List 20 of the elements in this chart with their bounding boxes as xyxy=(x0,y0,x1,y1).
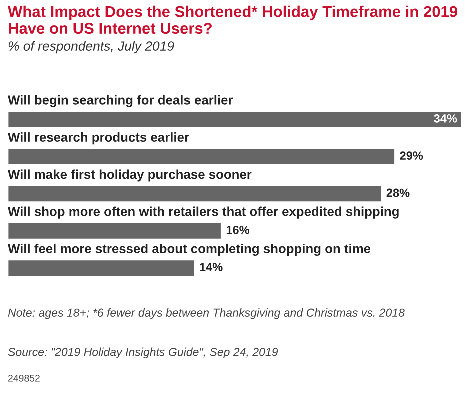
chart-title: What Impact Does the Shortened* Holiday Timeframe in 2019 Have on US Internet Users? xyxy=(8,6,458,34)
data-label: 14% xyxy=(200,263,223,272)
y-tick-label: Will shop more often with retailers that offer expedited shipping xyxy=(8,206,399,219)
bar xyxy=(8,222,222,240)
data-label: 29% xyxy=(400,152,424,160)
data-label: 16% xyxy=(226,226,250,234)
source-note: Source: "2019 Holiday Insights Guide", Sep 24, 2019 xyxy=(8,348,278,359)
bar xyxy=(8,259,196,278)
data-label: 34% xyxy=(434,114,458,123)
bar xyxy=(8,148,396,166)
chart-subtitle: % of respondents, July 2019 xyxy=(8,41,174,54)
data-label: 28% xyxy=(386,188,410,198)
y-tick-label: Will feel more stressed about completing shopping on time xyxy=(8,244,371,256)
bar xyxy=(8,110,462,129)
text: 249852 xyxy=(8,374,40,382)
text: Note: ages 18+; *6 fewer days between Thanksgiving and Christmas vs. 2018 xyxy=(8,308,405,320)
y-tick-label: Will begin searching for deals earlier xyxy=(8,95,234,108)
y-tick-label: Will research products earlier xyxy=(8,132,190,145)
y-tick-label: Will make first holiday purchase sooner xyxy=(8,170,252,182)
bar xyxy=(8,184,383,204)
